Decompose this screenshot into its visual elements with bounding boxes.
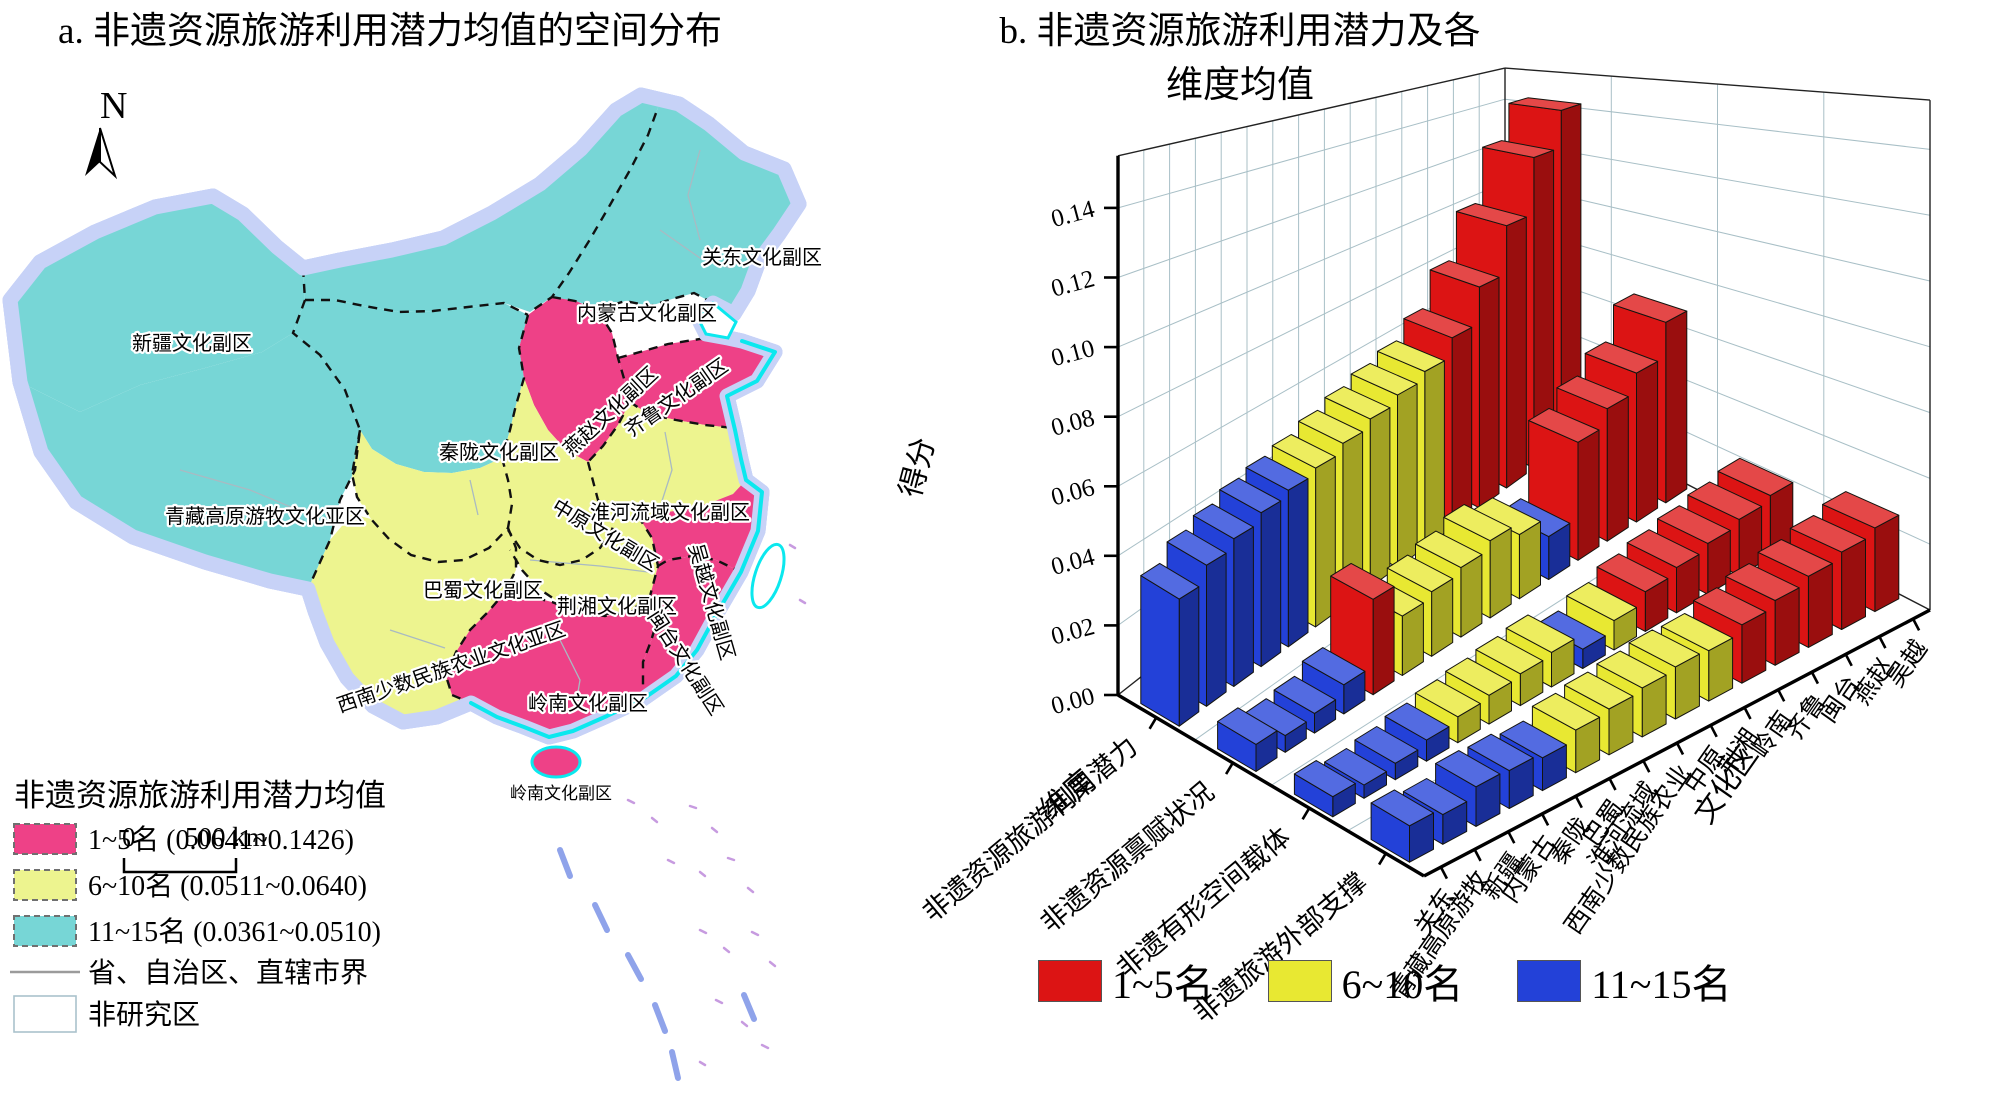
coastline (469, 339, 777, 739)
hainan-island (530, 745, 582, 779)
region-qingzang (20, 333, 360, 589)
map-legend-item-1: 1~5名 (0.0641~0.1426) (88, 824, 354, 856)
scale-bar: 0 500 km (122, 822, 267, 874)
bar-非遗有形空间载体-内蒙古 (1384, 702, 1450, 762)
bar-非遗资源禀赋状况-内蒙古 (1301, 647, 1366, 715)
bar-非遗资源旅游利用潜力-关东 (1140, 562, 1200, 727)
x-label-dim-1: 非遗资源旅游利用潜力 (917, 731, 1143, 928)
y-tick-0.02: 0.02 (1048, 613, 1097, 650)
region-mintai (643, 556, 741, 699)
y-tick-0.00: 0.00 (1048, 683, 1097, 720)
taiwan-island (750, 542, 786, 610)
panel-a-title: a. 非遗资源旅游利用潜力均值的空间分布 (58, 11, 722, 52)
map-legend: 非遗资源旅游利用潜力均值 1~5名 (0.0641~0.1426) 6~10名 … (10, 778, 386, 1033)
culture-region-dashed-boundaries (291, 93, 742, 705)
china-culture-region-map: N 0 500 km 新疆文化副区 内蒙古文化副区 关东文化副区 秦陇文化副区 … (2, 85, 824, 1081)
region-wuyue (638, 480, 762, 572)
region-qilu (618, 338, 775, 428)
region-lingnan (446, 592, 658, 737)
y-tick-0.08: 0.08 (1048, 404, 1097, 441)
scale-zero: 0 (122, 822, 136, 852)
chart-legend: 1~5名 6~10名 11~15名 (1038, 952, 1771, 1010)
scale-500km: 500 km (185, 822, 267, 852)
label-guandong: 关东文化副区 (702, 246, 822, 269)
chart-legend-item-1: 1~5名 (1038, 952, 1214, 1010)
map-legend-item-2: 6~10名 (0.0511~0.0640) (88, 870, 367, 902)
map-legend-item-5: 非研究区 (88, 999, 200, 1031)
label-bashu: 巴蜀文化副区 (423, 579, 543, 602)
chart-legend-item-3: 11~15名 (1517, 952, 1731, 1010)
blue-swatch (1517, 960, 1582, 1002)
province-boundaries (179, 149, 731, 711)
region-yanzhao (519, 297, 630, 462)
north-arrow: N (85, 85, 127, 180)
label-xinjiang: 新疆文化副区 (132, 332, 252, 355)
bar-非遗旅游外部支撑-关东 (1370, 789, 1434, 863)
non-study-swatch (13, 995, 77, 1033)
bar-非遗有形空间载体-关东 (1293, 760, 1356, 818)
y-axis-title: 得分 (894, 434, 941, 500)
bohai-sea (696, 300, 738, 340)
3d-bar-chart: 0.00 0.02 0.04 0.06 0.08 0.10 0.12 0.14 非遗资源旅游利用… (894, 67, 1933, 1029)
bar-非遗资源禀赋状况-关东 (1217, 707, 1278, 772)
y-tick-0.14: 0.14 (1048, 196, 1098, 234)
region-neimenggu (303, 95, 660, 312)
label-huaihe: 淮河流域文化副区 (590, 501, 750, 524)
label-neimenggu: 内蒙古文化副区 (577, 302, 717, 325)
region-zhongyuan (498, 378, 616, 565)
label-lingnan: 岭南文化副区 (528, 692, 648, 715)
label-qinlong: 秦陇文化副区 (439, 441, 559, 464)
bar-非遗有形空间载体-新疆 (1354, 726, 1419, 781)
y-tick-0.12: 0.12 (1048, 265, 1097, 302)
red-swatch (1038, 960, 1102, 1002)
yellow-swatch (1267, 960, 1332, 1002)
chart-legend-item-2: 6~10名 (1267, 952, 1463, 1010)
map-legend-title: 非遗资源旅游利用潜力均值 (14, 778, 386, 813)
svg-text:N: N (100, 85, 127, 127)
region-xinjiang (10, 196, 305, 412)
y-tick-0.10: 0.10 (1048, 335, 1097, 372)
south-china-sea-islands (626, 543, 807, 1067)
label-qingzang: 青藏高原游牧文化亚区 (165, 505, 365, 528)
region-jingxiang (508, 512, 658, 614)
region-huaihe (588, 402, 746, 516)
y-tick-0.04: 0.04 (1048, 543, 1098, 581)
region-qinlong (293, 300, 528, 473)
region-bashu (352, 430, 512, 562)
nine-dash-line (557, 847, 757, 1081)
map-legend-item-3: 11~15名 (0.0361~0.0510) (88, 916, 381, 948)
map-legend-item-4: 省、自治区、直辖市界 (88, 957, 368, 989)
label-lingnan-hainan: 岭南文化副区 (510, 784, 612, 803)
region-xinan (308, 514, 516, 722)
label-jingxiang: 荆湘文化副区 (557, 595, 677, 618)
y-tick-0.06: 0.06 (1048, 474, 1097, 511)
panel-b-title: b. 非遗资源旅游利用潜力及各维度均值 (999, 11, 1481, 106)
